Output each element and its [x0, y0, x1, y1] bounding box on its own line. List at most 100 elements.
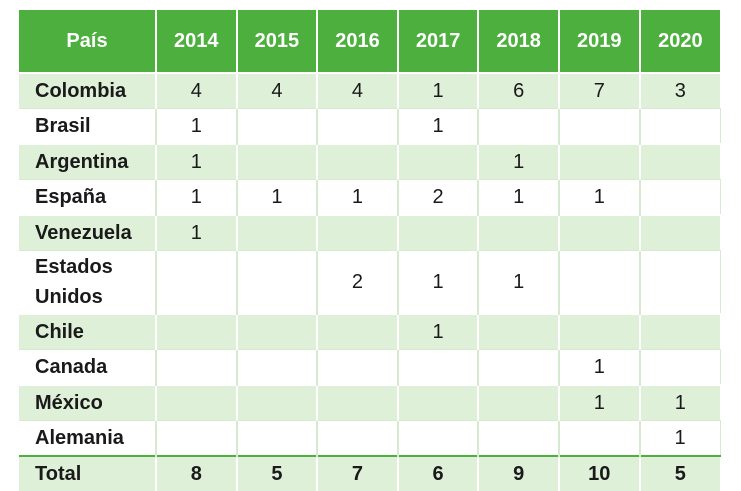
- value-cell: [236, 384, 319, 421]
- value-cell: 7: [558, 72, 641, 109]
- header-year: 2019: [558, 10, 641, 73]
- total-label: Total: [19, 455, 157, 491]
- value-cell: [156, 384, 238, 421]
- table-row: Argentina 1 1: [19, 143, 721, 180]
- value-cell: [236, 250, 319, 314]
- country-cell: Estados Unidos: [19, 250, 157, 314]
- total-value-cell: 10: [558, 455, 641, 491]
- value-cell: [236, 108, 319, 144]
- table-row: Venezuela 1: [19, 214, 721, 251]
- header-row: País 2014 2015 2016 2017 2018 2019 2020: [19, 10, 721, 73]
- value-cell: [156, 349, 238, 385]
- value-cell: [478, 349, 560, 385]
- value-cell: [156, 420, 238, 456]
- value-cell: [558, 250, 641, 314]
- table-row: México 1 1: [19, 384, 721, 421]
- country-cell: Argentina: [19, 143, 157, 180]
- country-year-table-container: País 2014 2015 2016 2017 2018 2019 2020 …: [19, 10, 721, 491]
- value-cell: [156, 250, 238, 314]
- header-year: 2020: [639, 10, 721, 73]
- value-cell: [397, 420, 480, 456]
- value-cell: 3: [639, 72, 721, 109]
- total-row: Total 8 5 7 6 9 10 5: [19, 455, 721, 491]
- table-row: Colombia 4 4 4 1 6 7 3: [19, 72, 721, 109]
- value-cell: 1: [478, 179, 560, 215]
- value-cell: [639, 108, 721, 144]
- country-year-table: País 2014 2015 2016 2017 2018 2019 2020 …: [19, 10, 721, 491]
- value-cell: 1: [397, 108, 480, 144]
- country-cell: Canada: [19, 349, 157, 385]
- value-cell: [558, 214, 641, 251]
- table-row: Canada 1: [19, 349, 721, 385]
- value-cell: [558, 143, 641, 180]
- value-cell: 4: [317, 72, 399, 109]
- value-cell: [317, 143, 399, 180]
- header-year: 2015: [236, 10, 319, 73]
- value-cell: [639, 179, 721, 215]
- value-cell: [236, 143, 319, 180]
- header-year: 2014: [156, 10, 238, 73]
- value-cell: [317, 384, 399, 421]
- value-cell: [478, 313, 560, 350]
- country-cell: Chile: [19, 313, 157, 350]
- value-cell: 1: [156, 214, 238, 251]
- country-cell: Brasil: [19, 108, 157, 144]
- value-cell: [236, 349, 319, 385]
- value-cell: [478, 108, 560, 144]
- value-cell: 6: [478, 72, 560, 109]
- value-cell: 1: [558, 179, 641, 215]
- value-cell: 1: [156, 108, 238, 144]
- value-cell: [639, 214, 721, 251]
- value-cell: [639, 143, 721, 180]
- header-country: País: [19, 10, 157, 73]
- table-row: Alemania 1: [19, 420, 721, 456]
- value-cell: 1: [317, 179, 399, 215]
- value-cell: [156, 313, 238, 350]
- table-row: España 1 1 1 2 1 1: [19, 179, 721, 215]
- value-cell: [397, 384, 480, 421]
- table-row: Chile 1: [19, 313, 721, 350]
- value-cell: 1: [639, 384, 721, 421]
- value-cell: [317, 313, 399, 350]
- value-cell: 2: [317, 250, 399, 314]
- value-cell: 1: [397, 72, 480, 109]
- value-cell: [236, 420, 319, 456]
- value-cell: [236, 214, 319, 251]
- value-cell: [397, 214, 480, 251]
- country-cell: México: [19, 384, 157, 421]
- value-cell: [317, 214, 399, 251]
- country-cell: Colombia: [19, 72, 157, 109]
- header-year: 2017: [397, 10, 480, 73]
- value-cell: [478, 214, 560, 251]
- value-cell: [639, 313, 721, 350]
- value-cell: 1: [156, 179, 238, 215]
- value-cell: 1: [478, 143, 560, 180]
- total-value-cell: 5: [639, 455, 721, 491]
- value-cell: [639, 250, 721, 314]
- value-cell: 1: [397, 250, 480, 314]
- table-row: Estados Unidos 2 1 1: [19, 250, 721, 314]
- total-value-cell: 6: [397, 455, 480, 491]
- country-cell: Venezuela: [19, 214, 157, 251]
- value-cell: 4: [236, 72, 319, 109]
- value-cell: 1: [558, 349, 641, 385]
- value-cell: [317, 108, 399, 144]
- value-cell: [317, 349, 399, 385]
- value-cell: [317, 420, 399, 456]
- value-cell: [478, 420, 560, 456]
- country-cell: Alemania: [19, 420, 157, 456]
- value-cell: 1: [639, 420, 721, 456]
- value-cell: 2: [397, 179, 480, 215]
- value-cell: [639, 349, 721, 385]
- total-value-cell: 5: [236, 455, 319, 491]
- value-cell: [558, 108, 641, 144]
- value-cell: 1: [478, 250, 560, 314]
- value-cell: 1: [558, 384, 641, 421]
- total-value-cell: 7: [317, 455, 399, 491]
- header-year: 2016: [317, 10, 399, 73]
- value-cell: 1: [156, 143, 238, 180]
- total-value-cell: 9: [478, 455, 560, 491]
- value-cell: [478, 384, 560, 421]
- table-row: Brasil 1 1: [19, 108, 721, 144]
- value-cell: [558, 313, 641, 350]
